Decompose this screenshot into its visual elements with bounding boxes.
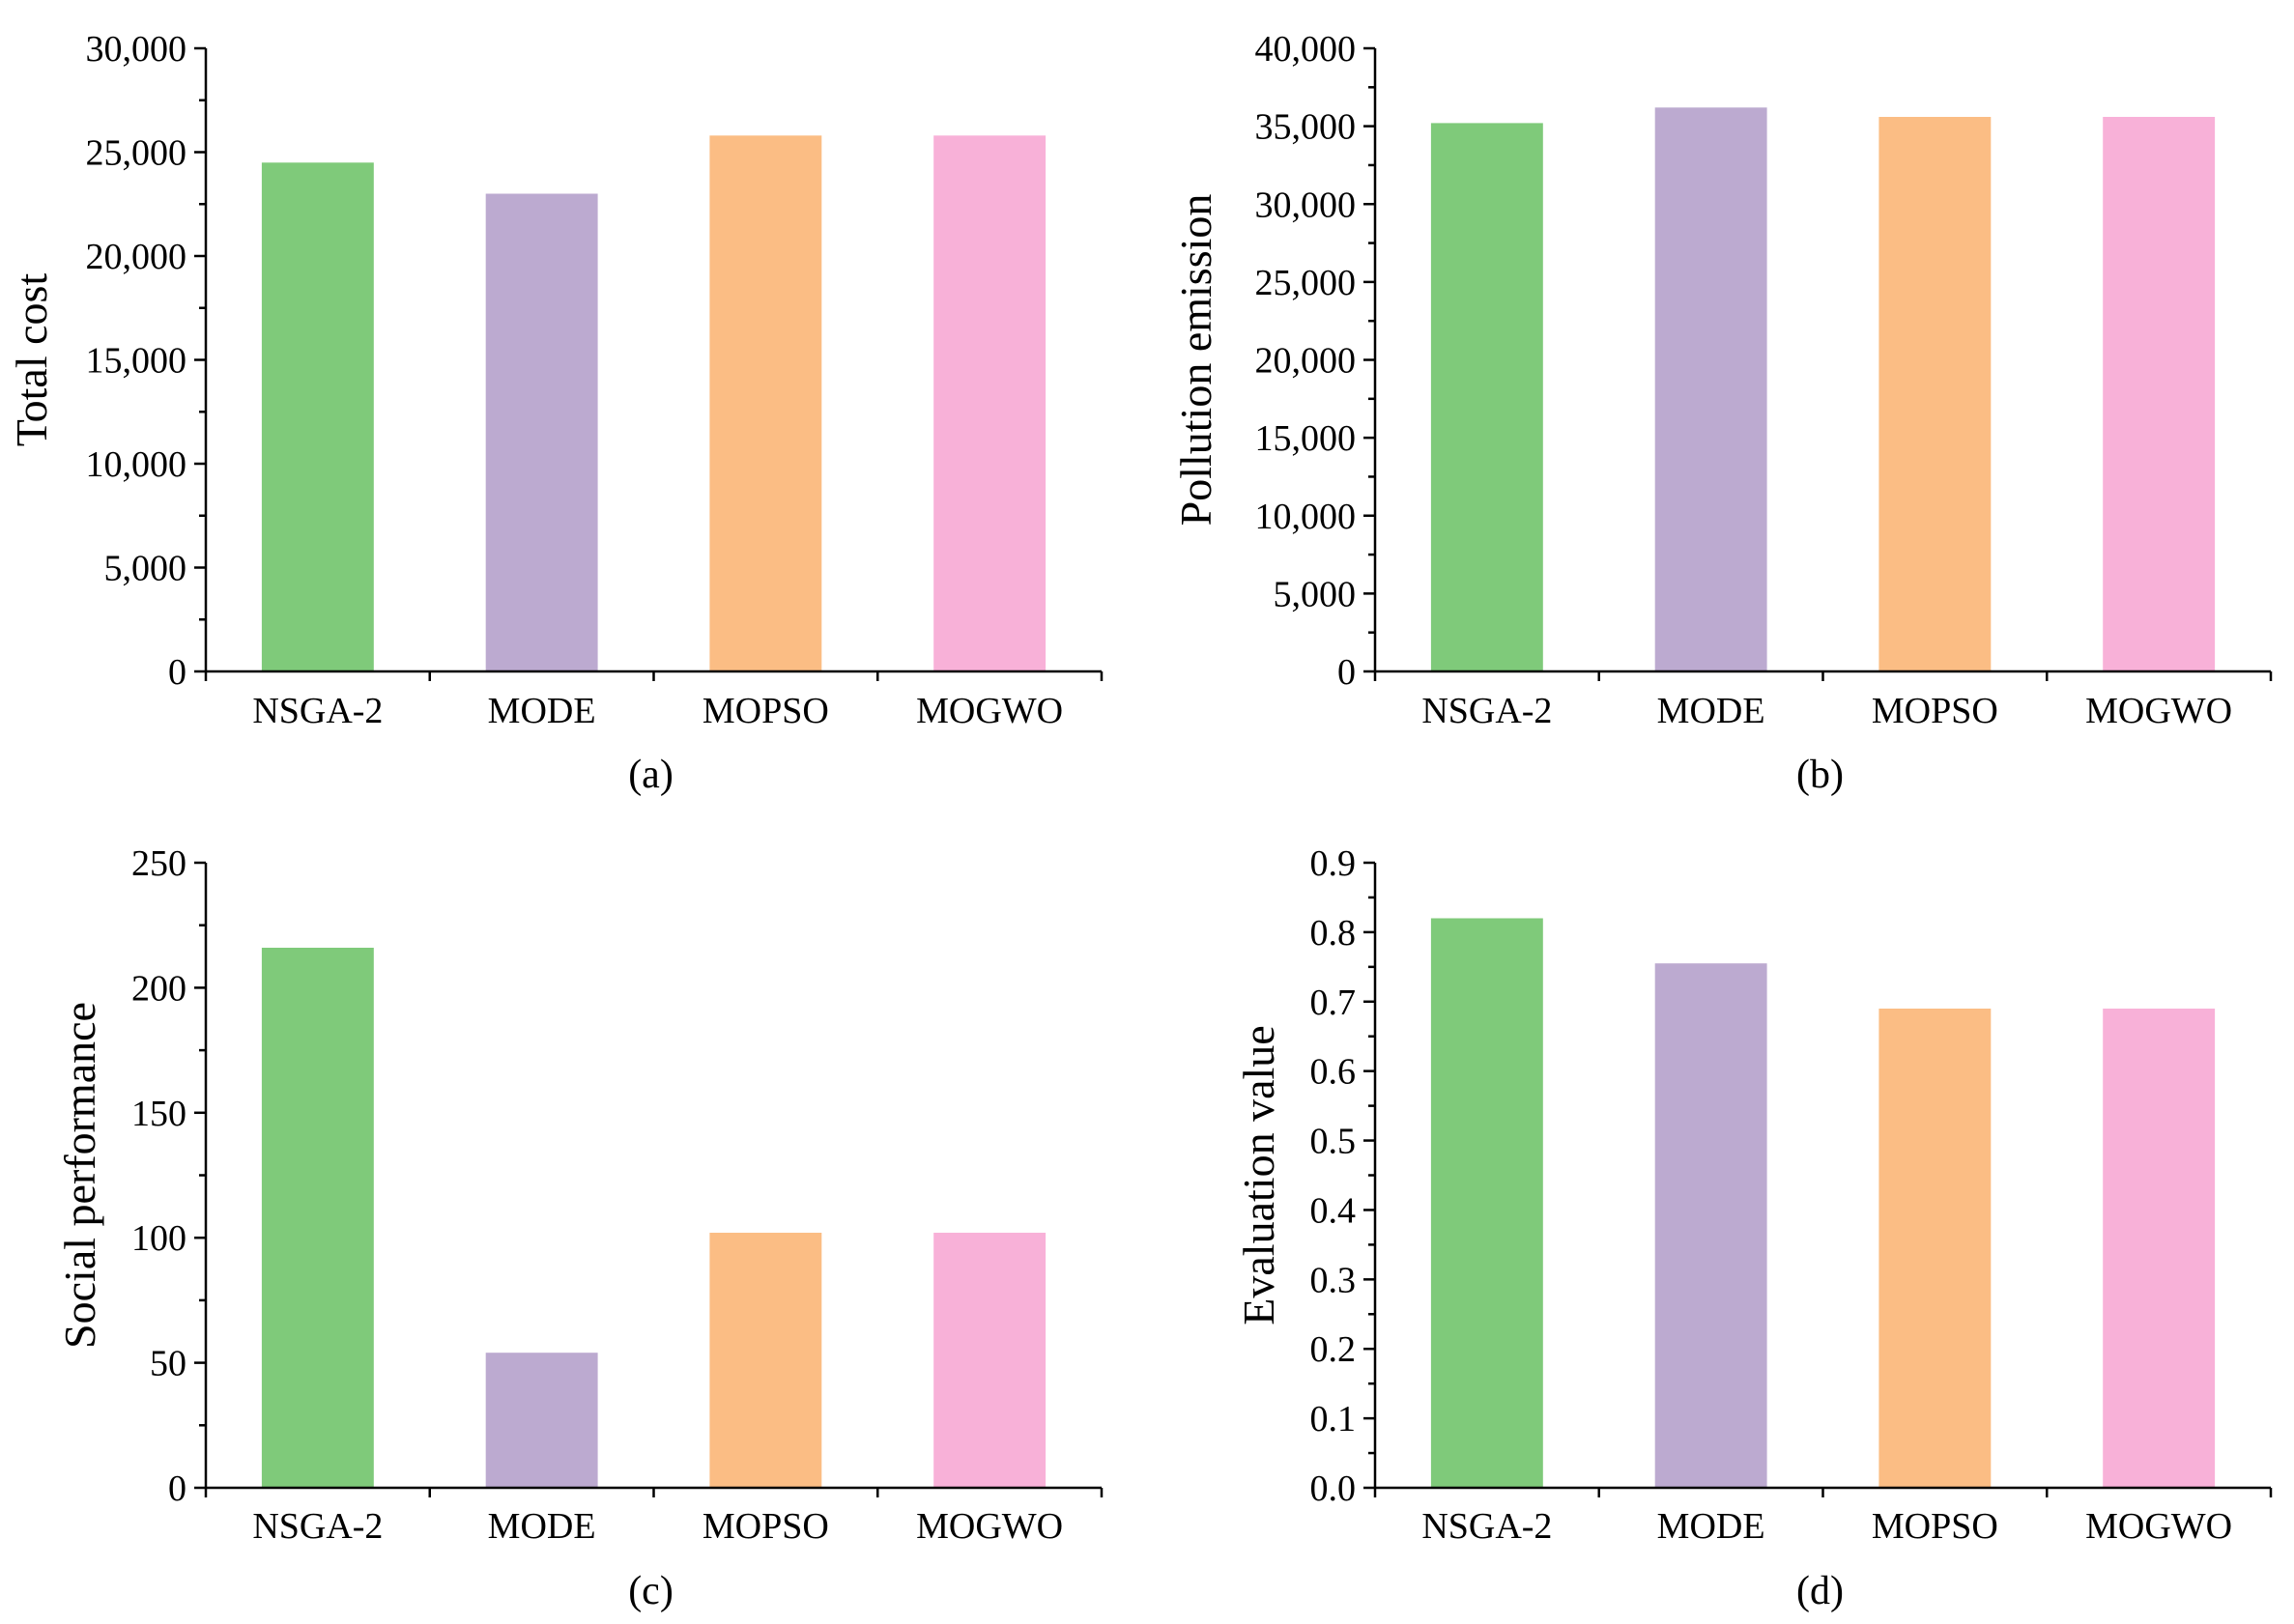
panel-d-y-tick-label: 0.6 (1310, 1052, 1357, 1093)
panel-c-x-tick-label: MOGWO (916, 1506, 1063, 1547)
panel-a-y-tick-label: 25,000 (86, 133, 187, 174)
panel-c-y-tick-label: 200 (131, 968, 186, 1009)
panel-d-evaluation-value: 0.0 0.1 0.2 0.3 0.4 0.5 0.6 0.7 0.8 0.9 NSGA-2 MODE… (1234, 843, 2273, 1613)
panel-c-x-tick-label: MODE (488, 1506, 596, 1547)
panel-a-y-tick-label: 20,000 (86, 237, 187, 277)
panel-c-social-performance: 0 50 100 150 200 250 NSGA-2 MODE MOPSO MOGWO Socia… (55, 843, 1104, 1613)
panel-b-y-tick-label: 20,000 (1255, 341, 1357, 382)
panel-d-y-tick-label: 0.9 (1310, 843, 1357, 884)
panel-a-x-tick-label: MODE (488, 691, 596, 731)
panel-b-pollution-emission: 0 5,000 10,000 15,000 20,000 25,000 30,000 35,0… (1171, 29, 2273, 797)
panel-c-y-axis-title: Social performance (55, 1002, 104, 1349)
panel-d-x-tick-label: MOGWO (2085, 1506, 2232, 1547)
panel-c-y-tick-label: 0 (168, 1468, 186, 1509)
panel-c-y-tick-label: 250 (131, 843, 186, 884)
panel-c-bar-mode (485, 1353, 598, 1488)
panel-b-x-tick-label: MOGWO (2085, 691, 2232, 731)
panel-d-y-tick-label: 0.8 (1310, 913, 1357, 954)
panel-b-y-axis-title: Pollution emission (1171, 194, 1220, 527)
panel-d-x-tick-label: MOPSO (1872, 1506, 1998, 1547)
panel-d-y-tick-label: 0.5 (1310, 1122, 1357, 1162)
panel-b-y-tick-label: 40,000 (1255, 29, 1357, 70)
panel-b-y-tick-label: 0 (1337, 652, 1356, 693)
panel-a-bar-nsga-2 (261, 162, 374, 672)
panel-b-y-tick-label: 25,000 (1255, 263, 1357, 303)
panel-b-x-tick-label: MOPSO (1872, 691, 1998, 731)
panel-c-y-tick-label: 50 (150, 1344, 186, 1384)
panel-c-x-tick-label: MOPSO (703, 1506, 829, 1547)
panel-a-bar-mogwo (933, 135, 1047, 672)
panel-a-bar-mopso (709, 135, 822, 672)
panel-d-y-tick-label: 0.1 (1310, 1399, 1357, 1439)
panel-a-y-tick-label: 15,000 (86, 341, 187, 382)
panel-b-bar-mode (1654, 107, 1767, 672)
panel-c-bar-mogwo (933, 1233, 1047, 1488)
panel-d-bar-nsga-2 (1430, 918, 1543, 1488)
panel-c-y-tick-label: 150 (131, 1094, 186, 1134)
panel-d-y-tick-label: 0.7 (1310, 983, 1357, 1023)
panel-b-label: (b) (1796, 753, 1844, 797)
panel-b-x-tick-label: NSGA-2 (1421, 691, 1552, 731)
panel-a-y-tick-label: 30,000 (86, 29, 187, 70)
panel-d-label: (d) (1796, 1569, 1844, 1613)
panel-b-bar-mogwo (2103, 117, 2216, 671)
panel-c-bar-nsga-2 (261, 948, 374, 1488)
panel-c-bar-mopso (709, 1233, 822, 1488)
panel-a-label: (a) (628, 753, 674, 797)
panel-d-y-axis-title: Evaluation value (1234, 1025, 1283, 1325)
panel-a-total-cost: 0 5,000 10,000 15,000 20,000 25,000 30,000 NSGA… (7, 29, 1104, 797)
panel-b-y-tick-label: 30,000 (1255, 185, 1357, 225)
panel-d-bar-mogwo (2103, 1009, 2216, 1488)
panel-d-y-tick-label: 0.2 (1310, 1329, 1357, 1370)
panel-d-bar-mopso (1878, 1009, 1992, 1488)
panel-a-x-tick-label: MOPSO (703, 691, 829, 731)
panel-a-x-tick-label: NSGA-2 (252, 691, 383, 731)
panel-a-y-tick-label: 5,000 (104, 549, 187, 589)
panel-c-x-tick-label: NSGA-2 (252, 1506, 383, 1547)
panel-d-y-tick-label: 0.0 (1310, 1468, 1357, 1509)
panel-a-y-axis-title: Total cost (7, 273, 56, 447)
panel-b-bar-nsga-2 (1430, 123, 1543, 671)
panel-a-y-tick-label: 10,000 (86, 444, 187, 485)
panel-d-y-tick-label: 0.3 (1310, 1260, 1357, 1300)
panel-b-y-tick-label: 15,000 (1255, 418, 1357, 459)
panel-d-x-tick-label: MODE (1657, 1506, 1765, 1547)
panel-a-x-tick-label: MOGWO (916, 691, 1063, 731)
panel-d-bar-mode (1654, 963, 1767, 1488)
panel-b-bar-mopso (1878, 117, 1992, 671)
panel-c-label: (c) (628, 1569, 674, 1613)
panel-b-y-tick-label: 5,000 (1274, 574, 1357, 614)
panel-b-y-tick-label: 35,000 (1255, 107, 1357, 148)
panel-b-x-tick-label: MODE (1657, 691, 1765, 731)
panel-d-y-tick-label: 0.4 (1310, 1190, 1357, 1231)
panel-a-bar-mode (485, 193, 598, 671)
panel-d-x-tick-label: NSGA-2 (1421, 1506, 1552, 1547)
panel-c-y-tick-label: 100 (131, 1218, 186, 1259)
panel-b-y-tick-label: 10,000 (1255, 497, 1357, 537)
panel-a-y-tick-label: 0 (168, 652, 186, 693)
